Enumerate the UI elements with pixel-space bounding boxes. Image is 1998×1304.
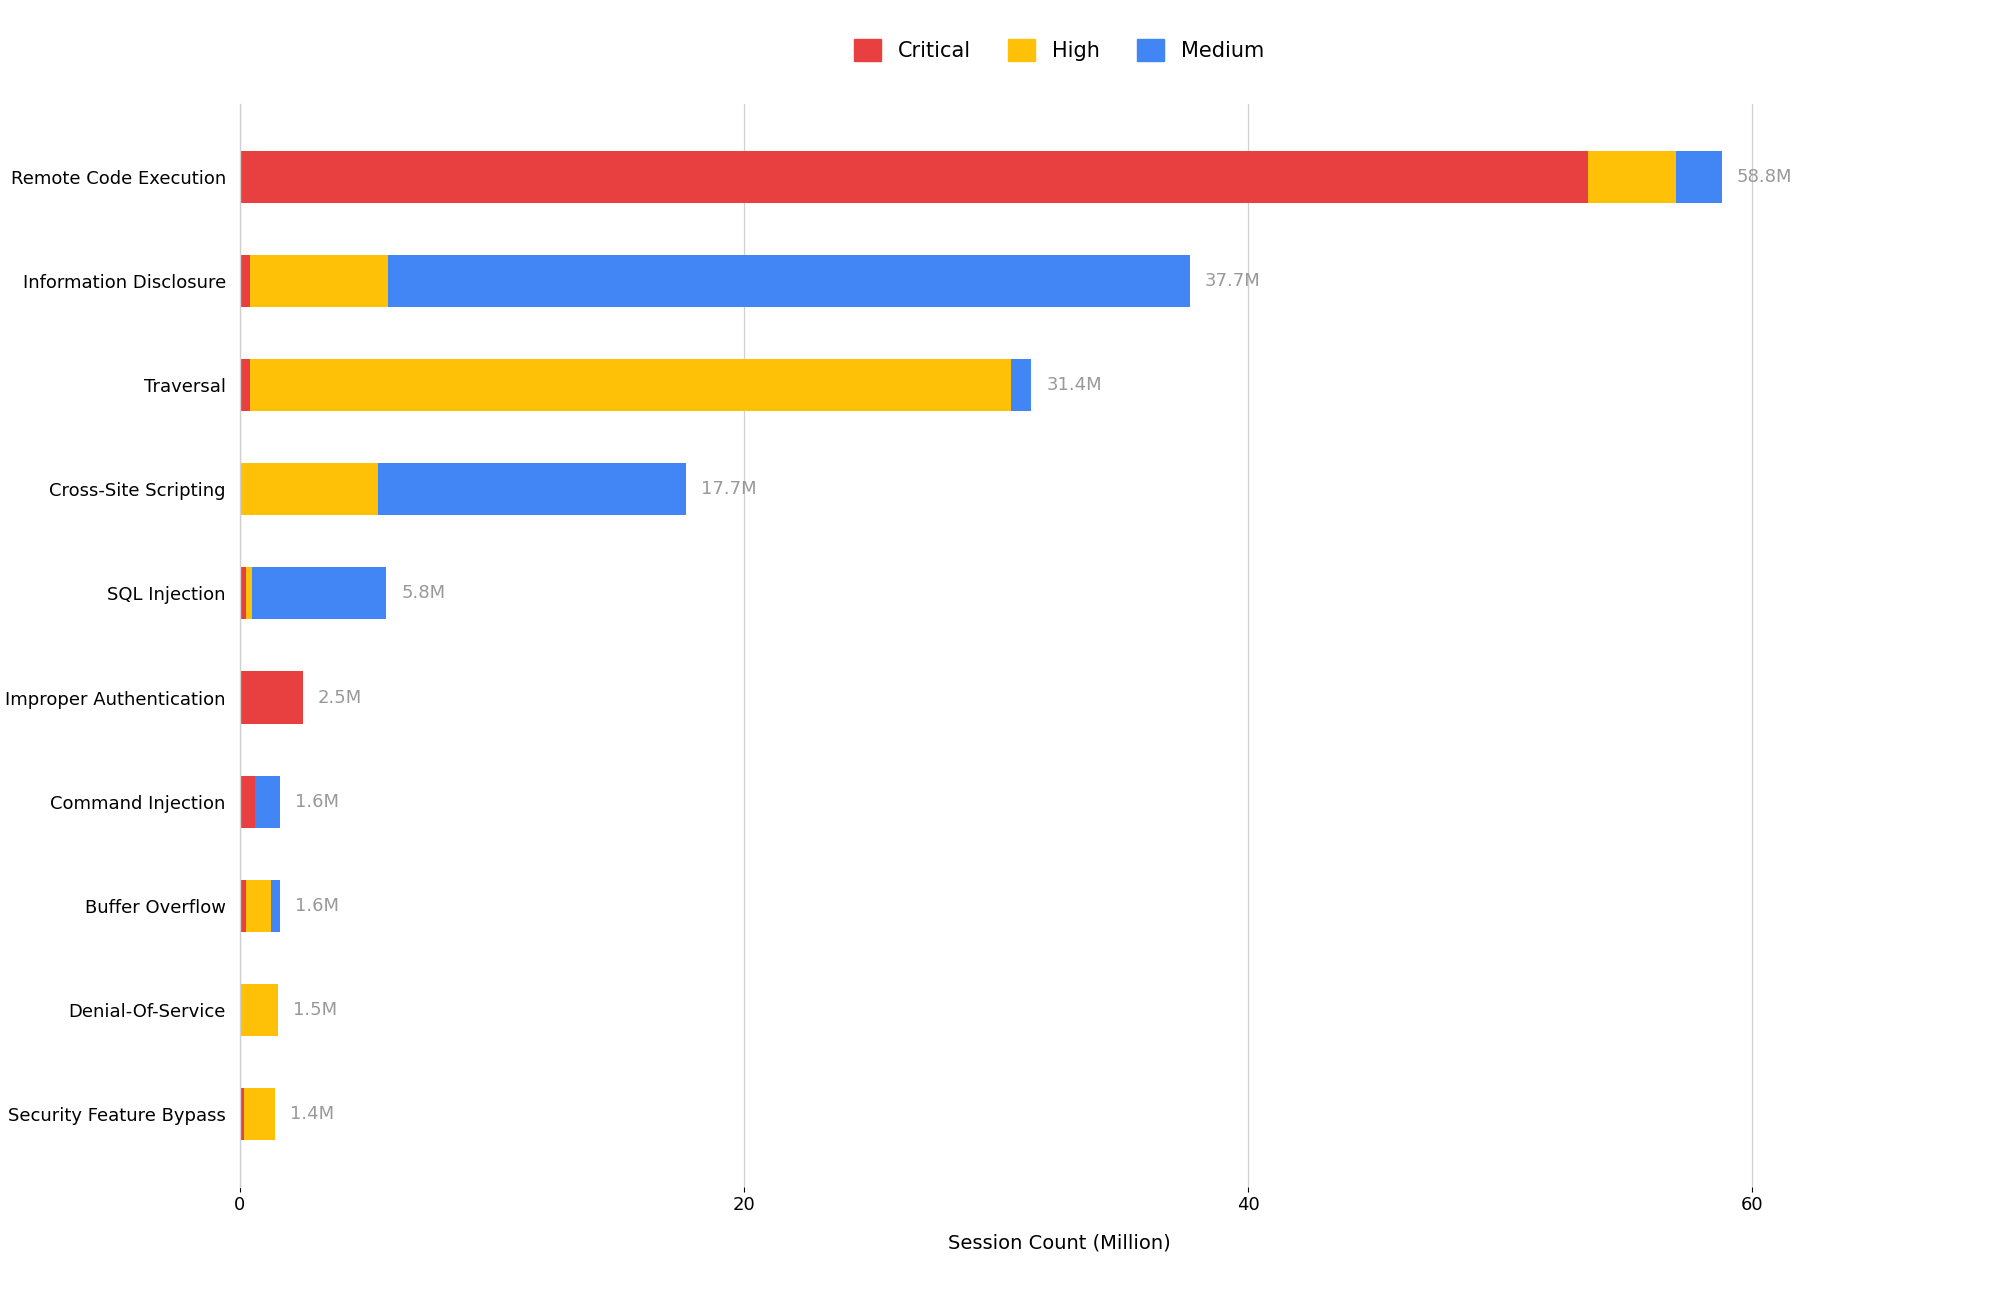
Bar (1588, 151, 1676, 203)
Bar (240, 1088, 244, 1140)
Bar (246, 880, 272, 931)
Bar (272, 880, 280, 931)
Bar (256, 776, 280, 828)
Bar (378, 463, 685, 515)
Bar (240, 983, 278, 1035)
Bar (244, 1088, 276, 1140)
Text: 37.7M: 37.7M (1205, 273, 1261, 291)
Bar (1676, 151, 1722, 203)
Bar (246, 567, 252, 619)
Bar (250, 256, 388, 308)
Bar (240, 776, 256, 828)
Bar (240, 151, 1588, 203)
Legend: Critical, High, Medium: Critical, High, Medium (843, 29, 1275, 72)
Bar (240, 463, 378, 515)
Bar (250, 360, 1011, 411)
Bar (388, 256, 1191, 308)
Text: 1.6M: 1.6M (296, 793, 340, 811)
X-axis label: Session Count (Million): Session Count (Million) (947, 1234, 1171, 1253)
Bar (240, 672, 304, 724)
Text: 1.4M: 1.4M (290, 1104, 334, 1123)
Text: 17.7M: 17.7M (701, 480, 757, 498)
Text: 58.8M: 58.8M (1736, 168, 1792, 186)
Bar (252, 567, 386, 619)
Bar (240, 880, 246, 931)
Text: 1.6M: 1.6M (296, 897, 340, 914)
Bar (240, 567, 246, 619)
Bar (240, 360, 250, 411)
Text: 2.5M: 2.5M (318, 689, 362, 707)
Bar (240, 256, 250, 308)
Text: 5.8M: 5.8M (402, 584, 446, 602)
Text: 1.5M: 1.5M (292, 1000, 338, 1018)
Text: 31.4M: 31.4M (1047, 377, 1103, 394)
Bar (1011, 360, 1031, 411)
